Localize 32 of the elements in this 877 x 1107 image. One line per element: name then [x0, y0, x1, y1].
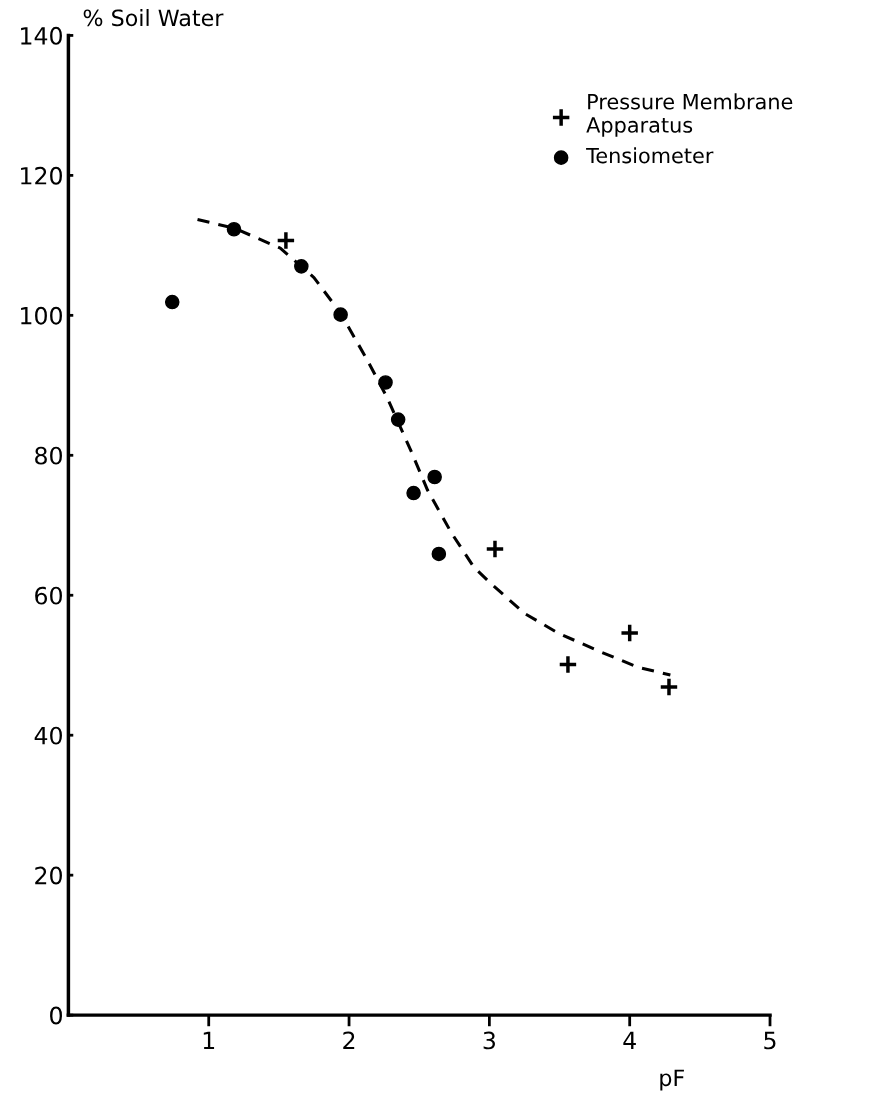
point: [333, 307, 348, 322]
legend-label: Tensiometer: [586, 147, 714, 164]
point: [427, 469, 442, 485]
x-tick-label: 4: [623, 1031, 636, 1050]
point: [557, 654, 578, 675]
y-tick-label: 40: [34, 726, 62, 745]
point: [378, 375, 393, 390]
point: [275, 230, 296, 251]
point: [226, 221, 242, 237]
legend-label: Pressure Membrane Apparatus: [586, 93, 793, 137]
y-tick-label: 80: [35, 446, 62, 465]
x-tick-label: 2: [343, 1031, 355, 1050]
y-tick-label: 20: [35, 866, 62, 885]
point: [431, 546, 447, 562]
x-tick-label: 3: [483, 1031, 495, 1050]
y-tick-label: 120: [21, 166, 62, 185]
y-tick-label: 100: [21, 306, 62, 325]
point: [659, 676, 679, 697]
x-axis-title: pF: [660, 1069, 684, 1091]
line-series: [195, 217, 672, 677]
point: [619, 623, 640, 643]
point: [406, 485, 421, 501]
x-tick-label: 5: [764, 1031, 776, 1050]
y-tick-label: 140: [21, 26, 62, 45]
y-tick-label: 60: [35, 586, 62, 605]
point: [164, 294, 180, 310]
point: [390, 412, 406, 427]
point: [485, 539, 505, 560]
x-tick-label: 1: [203, 1031, 215, 1050]
y-axis-title: % Soil Water: [83, 9, 224, 27]
point: [294, 259, 309, 274]
y-tick-label: 0: [50, 1006, 62, 1025]
